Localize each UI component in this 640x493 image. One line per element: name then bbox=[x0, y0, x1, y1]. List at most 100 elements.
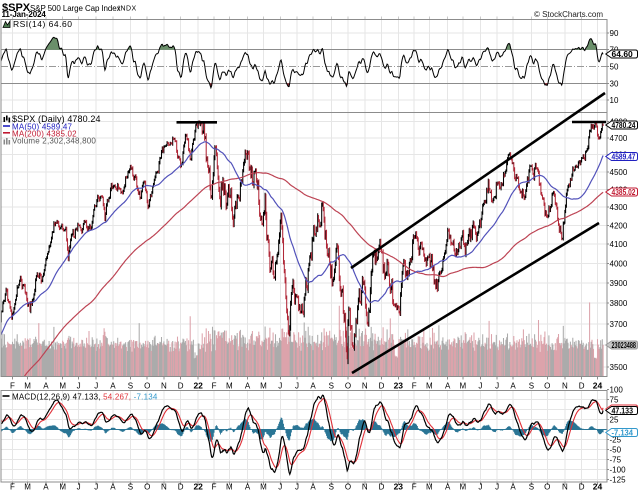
svg-text:A: A bbox=[110, 382, 116, 391]
svg-text:O: O bbox=[345, 483, 351, 492]
svg-text:50: 50 bbox=[610, 63, 619, 72]
svg-text:Volume 2,302,348,800: Volume 2,302,348,800 bbox=[12, 137, 96, 146]
svg-text:4300: 4300 bbox=[610, 203, 628, 212]
svg-text:M: M bbox=[426, 382, 433, 391]
svg-text:3500: 3500 bbox=[610, 363, 628, 372]
svg-text:23023488: 23023488 bbox=[612, 340, 637, 350]
svg-text:4589.47: 4589.47 bbox=[612, 151, 636, 161]
svg-text:A: A bbox=[110, 483, 116, 492]
svg-text:M: M bbox=[59, 382, 66, 391]
svg-text:N: N bbox=[562, 483, 568, 492]
svg-text:4100: 4100 bbox=[610, 240, 628, 249]
svg-text:D: D bbox=[379, 483, 385, 492]
svg-text:J: J bbox=[478, 483, 482, 492]
svg-text:-125: -125 bbox=[610, 476, 627, 485]
svg-text:S&P 500 Large Cap Index: S&P 500 Large Cap Index bbox=[30, 4, 121, 13]
svg-text:A: A bbox=[445, 382, 451, 391]
svg-text:A: A bbox=[245, 382, 251, 391]
svg-text:J: J bbox=[295, 382, 299, 391]
svg-text:-7.134: -7.134 bbox=[612, 427, 634, 437]
svg-text:S: S bbox=[329, 483, 334, 492]
svg-text:N: N bbox=[362, 382, 368, 391]
svg-text:M: M bbox=[459, 483, 466, 492]
svg-text:22: 22 bbox=[193, 381, 203, 391]
svg-text:F: F bbox=[212, 382, 217, 391]
svg-text:J: J bbox=[94, 382, 98, 391]
svg-text:MA(200) 4385.02: MA(200) 4385.02 bbox=[12, 129, 77, 138]
svg-text:90: 90 bbox=[610, 29, 619, 38]
svg-text:O: O bbox=[144, 483, 150, 492]
svg-text:O: O bbox=[544, 483, 550, 492]
svg-text:O: O bbox=[544, 382, 550, 391]
svg-text:S: S bbox=[529, 483, 534, 492]
svg-text:F: F bbox=[412, 483, 417, 492]
svg-text:4000: 4000 bbox=[610, 259, 628, 268]
svg-text:D: D bbox=[579, 483, 585, 492]
svg-text:O: O bbox=[345, 382, 351, 391]
svg-text:24: 24 bbox=[593, 482, 603, 492]
svg-text:A: A bbox=[445, 483, 451, 492]
svg-text:4385.02: 4385.02 bbox=[612, 187, 636, 197]
svg-text:MACD(12,26,9) 47.133, 54.267,: MACD(12,26,9) 47.133, 54.267, -7.134 bbox=[12, 393, 158, 402]
svg-text:10: 10 bbox=[610, 96, 619, 105]
svg-text:-100: -100 bbox=[610, 466, 627, 475]
svg-text:J: J bbox=[278, 483, 282, 492]
svg-text:J: J bbox=[495, 382, 499, 391]
svg-text:24: 24 bbox=[593, 381, 603, 391]
svg-text:64.60: 64.60 bbox=[612, 49, 634, 59]
svg-text:47.133: 47.133 bbox=[612, 405, 634, 415]
svg-text:F: F bbox=[412, 382, 417, 391]
svg-text:25: 25 bbox=[610, 416, 619, 425]
svg-text:A: A bbox=[510, 382, 516, 391]
svg-text:© StockCharts.com: © StockCharts.com bbox=[534, 10, 603, 19]
svg-text:J: J bbox=[77, 382, 81, 391]
svg-text:22: 22 bbox=[193, 482, 203, 492]
svg-text:J: J bbox=[478, 382, 482, 391]
svg-text:F: F bbox=[10, 382, 15, 391]
svg-text:75: 75 bbox=[610, 396, 619, 405]
svg-text:A: A bbox=[43, 382, 49, 391]
svg-text:F: F bbox=[212, 483, 217, 492]
svg-text:3700: 3700 bbox=[610, 320, 628, 329]
svg-text:4200: 4200 bbox=[610, 221, 628, 230]
svg-text:A: A bbox=[43, 483, 49, 492]
svg-text:M: M bbox=[24, 483, 31, 492]
svg-text:J: J bbox=[278, 382, 282, 391]
svg-text:4700: 4700 bbox=[610, 134, 628, 143]
svg-text:RSI(14) 64.60: RSI(14) 64.60 bbox=[13, 19, 72, 29]
svg-text:A: A bbox=[310, 483, 316, 492]
svg-text:N: N bbox=[161, 483, 167, 492]
svg-text:J: J bbox=[77, 483, 81, 492]
svg-text:23: 23 bbox=[394, 381, 404, 391]
svg-text:$SPX: $SPX bbox=[2, 2, 31, 14]
svg-text:J: J bbox=[495, 483, 499, 492]
svg-text:-75: -75 bbox=[610, 456, 622, 465]
svg-text:MA(50) 4589.47: MA(50) 4589.47 bbox=[12, 123, 73, 132]
svg-text:M: M bbox=[59, 483, 66, 492]
svg-text:J: J bbox=[295, 483, 299, 492]
svg-text:A: A bbox=[510, 483, 516, 492]
svg-text:M: M bbox=[260, 382, 267, 391]
svg-text:M: M bbox=[260, 483, 267, 492]
svg-text:M: M bbox=[426, 483, 433, 492]
svg-text:-50: -50 bbox=[610, 446, 622, 455]
svg-text:S: S bbox=[529, 382, 534, 391]
svg-text:S: S bbox=[128, 382, 133, 391]
svg-text:23: 23 bbox=[394, 482, 404, 492]
svg-text:4500: 4500 bbox=[610, 168, 628, 177]
svg-text:J: J bbox=[94, 483, 98, 492]
svg-text:N: N bbox=[362, 483, 368, 492]
svg-text:A: A bbox=[245, 483, 251, 492]
svg-text:M: M bbox=[24, 382, 31, 391]
svg-text:D: D bbox=[178, 483, 184, 492]
svg-text:D: D bbox=[178, 382, 184, 391]
svg-text:100: 100 bbox=[610, 386, 624, 395]
svg-text:M: M bbox=[226, 382, 233, 391]
svg-text:S: S bbox=[329, 382, 334, 391]
svg-text:30: 30 bbox=[610, 79, 619, 88]
svg-text:3900: 3900 bbox=[610, 279, 628, 288]
svg-text:11-Jan-2024: 11-Jan-2024 bbox=[2, 10, 47, 19]
svg-text:N: N bbox=[562, 382, 568, 391]
svg-text:S: S bbox=[128, 483, 133, 492]
svg-text:D: D bbox=[379, 382, 385, 391]
